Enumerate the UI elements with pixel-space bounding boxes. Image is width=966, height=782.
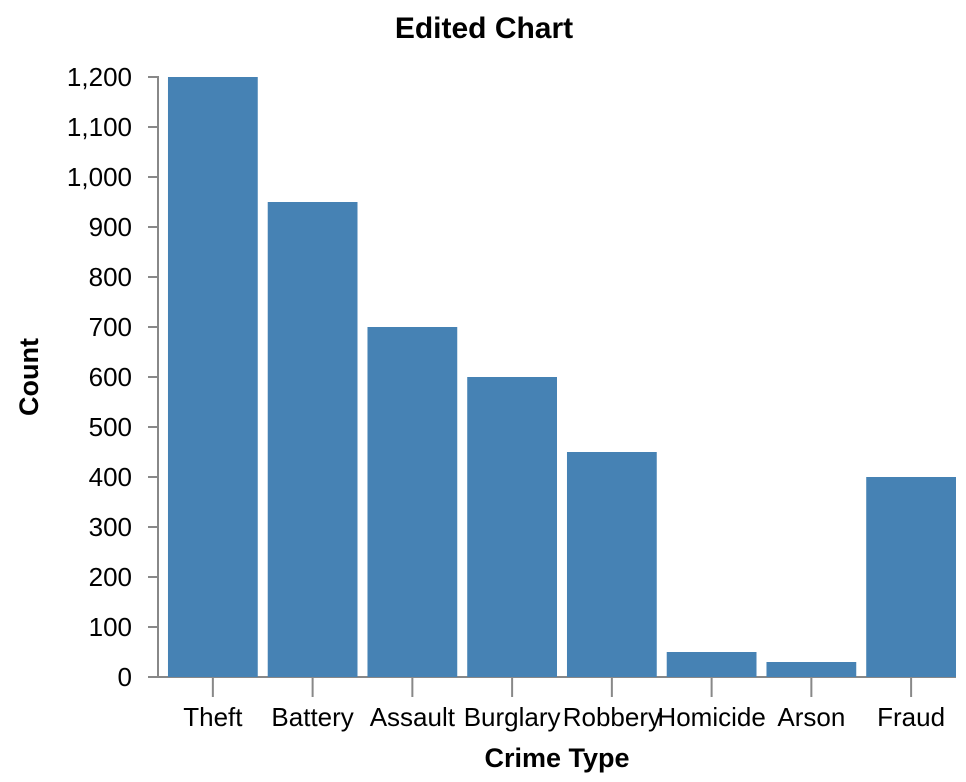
x-tick-label: Fraud xyxy=(877,702,945,732)
y-tick-label: 900 xyxy=(89,212,132,242)
y-axis: 0 100 200 300 400 500 600 700 800 900 1,000 1,100 1,… xyxy=(67,62,159,692)
y-tick-label: 400 xyxy=(89,462,132,492)
y-tick-label: 200 xyxy=(89,562,132,592)
y-tick-label: 1,200 xyxy=(67,62,132,92)
y-tick-label: 700 xyxy=(89,312,132,342)
y-tick-label: 1,000 xyxy=(67,162,132,192)
y-tick-label: 0 xyxy=(118,662,132,692)
y-tick-label: 100 xyxy=(89,612,132,642)
y-tick-label: 500 xyxy=(89,412,132,442)
y-tick-label: 300 xyxy=(89,512,132,542)
bar-robbery xyxy=(566,452,657,677)
chart-title: Edited Chart xyxy=(395,12,573,45)
x-tick-label: Assault xyxy=(370,702,456,732)
y-tick-label: 800 xyxy=(89,262,132,292)
x-tick-label: Robbery xyxy=(563,702,661,732)
x-tick-label: Homicide xyxy=(657,702,765,732)
x-tick-label: Burglary xyxy=(464,702,561,732)
x-tick-label: Theft xyxy=(183,702,243,732)
bar-theft xyxy=(167,77,258,677)
y-axis-title: Count xyxy=(14,338,44,416)
bar-burglary xyxy=(467,377,557,677)
bar-homicide xyxy=(666,652,757,677)
bars xyxy=(167,77,956,677)
bar-arson xyxy=(766,662,857,677)
y-tick-label: 600 xyxy=(89,362,132,392)
x-tick-label: Arson xyxy=(777,702,845,732)
x-axis: Theft Battery Assault Burglary RobberyHomici… xyxy=(157,676,956,732)
bar-fraud xyxy=(866,477,956,677)
bar-assault xyxy=(367,327,458,677)
y-tick-label: 1,100 xyxy=(67,112,132,142)
bar-battery xyxy=(267,202,358,677)
x-axis-title: Crime Type xyxy=(484,743,629,773)
x-tick-label: Battery xyxy=(271,702,353,732)
